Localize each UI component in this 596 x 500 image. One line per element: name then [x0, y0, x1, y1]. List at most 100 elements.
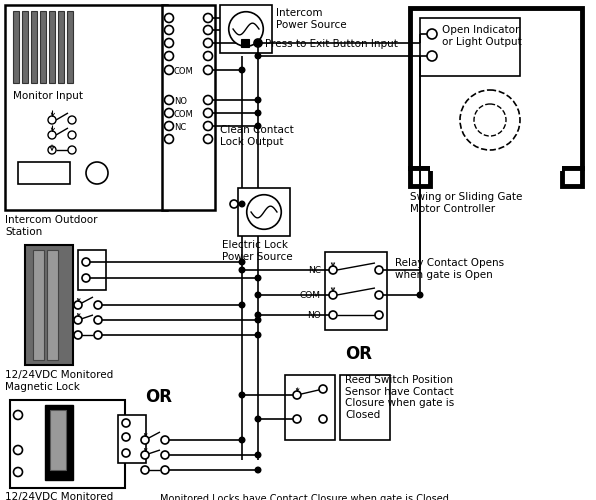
Circle shape: [14, 410, 23, 420]
Bar: [420, 18, 520, 76]
Circle shape: [164, 52, 173, 60]
Circle shape: [161, 451, 169, 459]
Circle shape: [203, 134, 213, 143]
Circle shape: [164, 108, 173, 118]
Circle shape: [82, 274, 90, 282]
Circle shape: [203, 52, 213, 60]
Bar: [340, 375, 390, 440]
Circle shape: [255, 53, 261, 59]
Circle shape: [161, 436, 169, 444]
Text: COM: COM: [174, 110, 194, 119]
Circle shape: [203, 38, 213, 48]
Circle shape: [122, 449, 130, 457]
Text: Open Indicator
or Light Output: Open Indicator or Light Output: [442, 25, 522, 46]
Circle shape: [329, 266, 337, 274]
Circle shape: [255, 292, 261, 298]
Circle shape: [239, 259, 245, 265]
Circle shape: [164, 66, 173, 74]
Circle shape: [94, 316, 102, 324]
Circle shape: [293, 391, 301, 399]
Text: Swing or Sliding Gate
Motor Controller: Swing or Sliding Gate Motor Controller: [410, 192, 522, 214]
Circle shape: [239, 302, 245, 308]
Circle shape: [94, 301, 102, 309]
Circle shape: [255, 317, 261, 323]
Circle shape: [164, 26, 173, 35]
Text: Relay Contact Opens
when gate is Open: Relay Contact Opens when gate is Open: [395, 258, 504, 280]
Text: NO: NO: [308, 311, 321, 320]
Circle shape: [239, 67, 245, 73]
Circle shape: [255, 275, 261, 281]
Circle shape: [203, 26, 213, 35]
Circle shape: [164, 134, 173, 143]
Text: COM: COM: [300, 291, 321, 300]
Circle shape: [239, 201, 245, 207]
Text: Monitored Locks have Contact Closure when gate is Closed: Monitored Locks have Contact Closure whe…: [160, 494, 449, 500]
Circle shape: [94, 331, 102, 339]
Bar: [118, 415, 146, 463]
Bar: [58, 11, 64, 83]
Circle shape: [161, 466, 169, 474]
Text: Press to Exit Button Input: Press to Exit Button Input: [265, 39, 398, 49]
Text: Reed Switch Position
Sensor have Contact
Closure when gate is
Closed: Reed Switch Position Sensor have Contact…: [345, 375, 454, 420]
Bar: [50, 410, 66, 470]
Circle shape: [239, 267, 245, 273]
Circle shape: [122, 433, 130, 441]
Circle shape: [255, 110, 261, 116]
Circle shape: [293, 415, 301, 423]
Bar: [49, 11, 55, 83]
Circle shape: [255, 40, 261, 46]
Bar: [241, 39, 249, 47]
Circle shape: [239, 437, 245, 443]
Text: 12/24VDC Monitored
Electric Strike Lock: 12/24VDC Monitored Electric Strike Lock: [5, 492, 113, 500]
Bar: [25, 245, 73, 365]
Circle shape: [14, 468, 23, 476]
Circle shape: [329, 311, 337, 319]
Bar: [10, 400, 125, 488]
Circle shape: [74, 316, 82, 324]
Bar: [33, 250, 44, 360]
Text: OR: OR: [145, 388, 172, 406]
Circle shape: [203, 122, 213, 130]
Circle shape: [427, 51, 437, 61]
Circle shape: [255, 40, 261, 46]
Circle shape: [255, 332, 261, 338]
Circle shape: [247, 194, 281, 230]
Bar: [13, 11, 19, 83]
Circle shape: [74, 301, 82, 309]
Circle shape: [255, 452, 261, 458]
Text: NO: NO: [174, 97, 187, 106]
Bar: [18, 162, 70, 184]
Bar: [40, 11, 46, 83]
Bar: [31, 11, 37, 83]
Circle shape: [417, 292, 423, 298]
Circle shape: [203, 108, 213, 118]
Bar: [410, 8, 582, 168]
Circle shape: [164, 96, 173, 104]
Circle shape: [255, 312, 261, 318]
Circle shape: [255, 97, 261, 103]
Bar: [430, 166, 562, 171]
Circle shape: [82, 258, 90, 266]
Circle shape: [141, 466, 149, 474]
Bar: [220, 5, 272, 53]
Text: Clean Contact
Lock Output: Clean Contact Lock Output: [220, 125, 294, 146]
Circle shape: [230, 200, 238, 208]
Circle shape: [329, 291, 337, 299]
Text: Intercom Outdoor
Station: Intercom Outdoor Station: [5, 215, 98, 236]
Circle shape: [255, 123, 261, 129]
Circle shape: [68, 116, 76, 124]
Bar: [162, 5, 215, 210]
Circle shape: [255, 416, 261, 422]
Text: NC: NC: [308, 266, 321, 275]
Circle shape: [375, 266, 383, 274]
Circle shape: [427, 29, 437, 39]
Circle shape: [164, 122, 173, 130]
Circle shape: [203, 66, 213, 74]
Circle shape: [141, 436, 149, 444]
Text: 12/24VDC Monitored
Magnetic Lock: 12/24VDC Monitored Magnetic Lock: [5, 370, 113, 392]
Circle shape: [239, 392, 245, 398]
Circle shape: [203, 96, 213, 104]
Text: NC: NC: [174, 123, 186, 132]
Circle shape: [164, 14, 173, 22]
Bar: [410, 168, 430, 186]
